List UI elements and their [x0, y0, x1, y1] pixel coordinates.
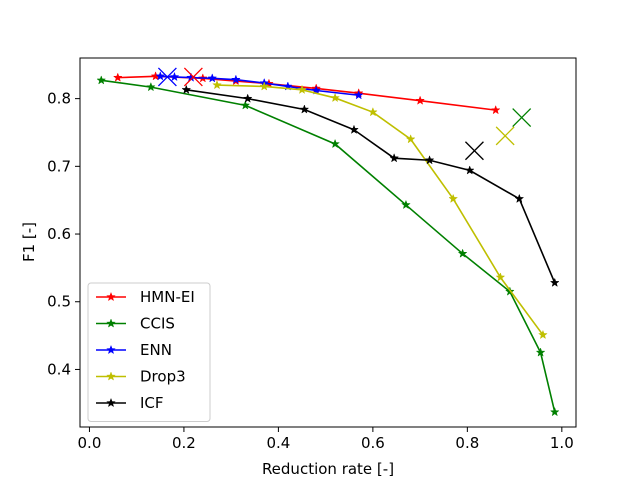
y-tick-label: 0.6	[47, 225, 71, 243]
data-point-enn-8	[353, 90, 364, 100]
series-line-drop3	[216, 84, 544, 336]
axes-layer: 0.0 0.2 0.4 0.6 0.8 1.0 0.4 0.5 0.6 0.7 0.8	[47, 90, 574, 452]
legend-box	[87, 282, 211, 422]
data-point-ccis-3	[330, 138, 340, 149]
summary-marker-drop3	[495, 126, 515, 146]
legend-marker-icf	[106, 397, 116, 408]
data-point-drop3-8	[538, 329, 548, 340]
data-point-ccis-1	[145, 81, 156, 92]
data-point-drop3-2	[297, 84, 307, 94]
x-axis-label: Reduction rate [-]	[262, 460, 394, 478]
legend-item-ccis: CCIS	[96, 315, 175, 333]
y-axis-label: F1 [-]	[20, 222, 38, 262]
series-drop3	[212, 79, 548, 340]
legend-label-drop3: Drop3	[140, 368, 186, 386]
legend-item-enn: ENN	[96, 341, 172, 359]
data-point-ccis-2	[240, 100, 251, 110]
series-line-icf	[186, 89, 556, 284]
plot-layer	[96, 67, 560, 417]
data-point-drop3-6	[448, 193, 459, 203]
legend-marker-drop3	[106, 371, 116, 381]
x-tick-label: 0.4	[266, 434, 290, 452]
data-point-enn-1	[169, 71, 180, 82]
data-point-drop3-7	[495, 272, 506, 282]
data-point-drop3-4	[367, 107, 378, 117]
data-point-enn-0	[155, 71, 166, 81]
plot-frame	[79, 57, 577, 428]
legend-label-ccis: CCIS	[140, 315, 175, 333]
data-point-icf-1	[242, 93, 253, 103]
legend-item-icf: ICF	[96, 394, 164, 412]
data-point-drop3-5	[405, 134, 416, 144]
data-point-icf-7	[514, 193, 525, 203]
series-line-hmn-ei	[117, 75, 496, 111]
x-tick-label: 0.6	[361, 434, 385, 452]
data-point-hmn-ei-7	[415, 95, 426, 105]
legend-item-drop3: Drop3	[96, 368, 186, 386]
y-tick-label: 0.7	[47, 157, 71, 175]
series-ccis	[96, 75, 560, 417]
data-point-drop3-0	[212, 79, 222, 90]
legend-label-icf: ICF	[140, 394, 164, 412]
summary-marker-hmn-ei	[183, 67, 203, 87]
legend-label-hmn-ei: HMN-EI	[140, 288, 195, 306]
data-point-ccis-0	[96, 75, 107, 85]
legend-label-enn: ENN	[140, 341, 172, 359]
summary-marker-icf	[464, 141, 484, 161]
data-point-ccis-5	[457, 248, 468, 258]
data-point-enn-4	[230, 74, 241, 84]
data-point-drop3-1	[259, 81, 270, 91]
data-point-enn-3	[207, 73, 218, 83]
legend-item-hmn-ei: HMN-EI	[96, 288, 195, 306]
legend-marker-enn	[106, 344, 116, 355]
data-point-ccis-7	[535, 347, 546, 357]
legend: HMN-EI CCIS ENN Drop3 ICF	[87, 282, 211, 422]
data-point-icf-5	[424, 155, 435, 165]
data-point-ccis-8	[549, 406, 560, 417]
data-point-icf-8	[549, 277, 560, 287]
data-point-enn-7	[311, 85, 322, 95]
data-point-icf-2	[299, 104, 310, 114]
y-tick-label: 0.8	[47, 90, 71, 108]
y-tick-label: 0.5	[47, 293, 71, 311]
legend-marker-hmn-ei	[106, 291, 116, 302]
data-point-icf-6	[464, 165, 475, 175]
data-point-hmn-ei-0	[112, 72, 123, 82]
y-tick-label: 0.4	[47, 360, 71, 378]
series-hmn-ei	[112, 71, 501, 115]
data-point-ccis-4	[401, 199, 411, 210]
series-icf	[181, 84, 560, 287]
x-tick-label: 0.0	[78, 434, 102, 452]
data-point-icf-0	[181, 84, 192, 94]
summary-marker-enn	[157, 67, 177, 87]
data-point-hmn-ei-8	[490, 104, 501, 115]
x-tick-label: 0.2	[172, 434, 196, 452]
legend-marker-ccis	[106, 318, 116, 328]
data-point-icf-3	[349, 124, 359, 134]
data-point-drop3-3	[330, 92, 340, 103]
x-tick-label: 1.0	[550, 434, 574, 452]
data-point-icf-4	[389, 153, 400, 163]
x-tick-label: 0.8	[455, 434, 479, 452]
summary-marker-ccis	[512, 108, 532, 128]
